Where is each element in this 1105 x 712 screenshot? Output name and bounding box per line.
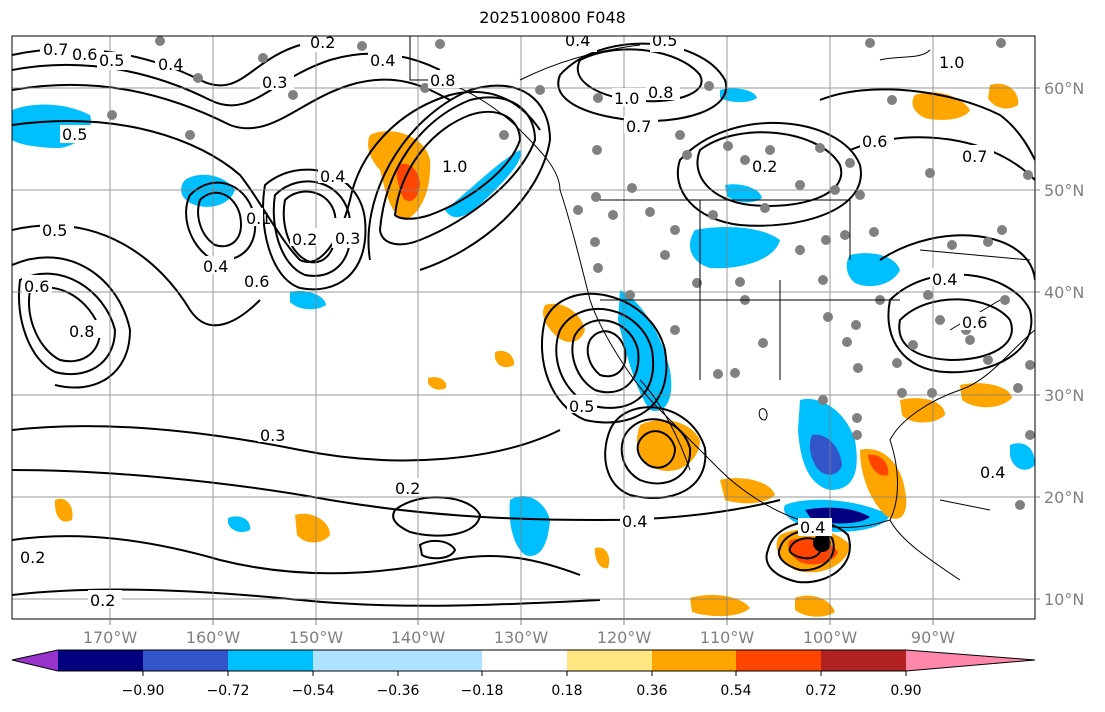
contour-label: 0.3: [260, 426, 285, 445]
storm-center-marker: [813, 534, 831, 552]
lon-labels: 170°W 160°W 150°W 140°W 130°W 120°W 110°…: [83, 628, 955, 647]
contour-label: 0.3: [262, 73, 287, 92]
contour-label: 0.8: [430, 71, 455, 90]
contour-label: 1.0: [939, 53, 964, 72]
contour-label: 0.2: [90, 591, 115, 610]
lon-label: 100°W: [803, 628, 858, 647]
contour-label: 0.5: [42, 221, 67, 240]
colorbar-segment: [228, 650, 313, 671]
colorbar-segment: [736, 650, 821, 671]
lon-ticks: [109, 619, 934, 625]
colorbar: −0.90 −0.72 −0.54 −0.36 −0.18 0.18 0.36 …: [11, 649, 1036, 699]
contour-label: 0.8: [69, 322, 94, 341]
colorbar-segment: [821, 650, 906, 671]
lon-label: 110°W: [700, 628, 755, 647]
contour-label: 0.5: [569, 397, 594, 416]
colorbar-tick: −0.54: [292, 683, 335, 699]
lon-label: 120°W: [597, 628, 652, 647]
colorbar-tick: 0.54: [720, 683, 751, 699]
lat-labels: 60°N 50°N 40°N 30°N 20°N 10°N: [1044, 79, 1084, 609]
colorbar-tick: 0.72: [805, 683, 836, 699]
contour-label: 0.4: [800, 518, 825, 537]
contour-label: 1.0: [442, 157, 467, 176]
contour-labels: 0.7 0.6 0.5 0.4 0.2 0.3 0.8 0.4 0.4 0.5 …: [18, 31, 1012, 610]
lon-label: 160°W: [186, 628, 241, 647]
lat-label: 60°N: [1044, 79, 1084, 98]
colorbar-tick: 0.90: [890, 683, 921, 699]
contour-label: 0.6: [244, 272, 269, 291]
grid-lines: [12, 36, 1035, 619]
colorbar-segment: [313, 650, 398, 671]
contour-label: 0.2: [310, 33, 335, 52]
anomaly-fills: [12, 83, 1035, 617]
lon-label: 150°W: [289, 628, 344, 647]
colorbar-tick: 0.36: [636, 683, 667, 699]
contour-label: 0.1: [246, 209, 271, 228]
contour-label: 0.6: [962, 313, 987, 332]
colorbar-tick: 0.18: [551, 683, 582, 699]
map-frame: [11, 35, 1036, 620]
contour-label: 0.7: [43, 40, 68, 59]
colorbar-segment: [652, 650, 736, 671]
contour-label: 0.3: [335, 229, 360, 248]
contour-label: 0.2: [292, 230, 317, 249]
contour-label: 0.6: [24, 277, 49, 296]
lat-ticks: [1035, 87, 1040, 600]
lon-label: 140°W: [391, 628, 446, 647]
contour-label: 1.0: [614, 89, 639, 108]
contour-label: 0.4: [622, 512, 647, 531]
contour-label: 0.4: [320, 167, 345, 186]
lat-label: 50°N: [1044, 181, 1084, 200]
contour-label: 0.5: [62, 125, 87, 144]
contour-label: 0.5: [99, 51, 124, 70]
lat-label: 10°N: [1044, 590, 1084, 609]
colorbar-segment: [482, 650, 567, 671]
contour-label: 0.8: [648, 83, 673, 102]
colorbar-segment: [398, 650, 482, 671]
contour-label: 0.4: [203, 257, 228, 276]
colorbar-tick: −0.36: [377, 683, 420, 699]
contour-label: 0.6: [72, 45, 97, 64]
colorbar-extend-max: [906, 650, 1035, 671]
contour-label: 0.2: [752, 157, 777, 176]
colorbar-segment: [143, 650, 228, 671]
contour-label: 0.2: [395, 479, 420, 498]
contour-label: 0.6: [862, 132, 887, 151]
contour-label: 0.4: [980, 463, 1005, 482]
lon-label: 90°W: [911, 628, 955, 647]
colorbar-tick: −0.72: [207, 683, 250, 699]
contour-label: 0.7: [962, 147, 987, 166]
lon-label: 130°W: [494, 628, 549, 647]
colorbar-tick: −0.90: [122, 683, 165, 699]
lat-label: 30°N: [1044, 386, 1084, 405]
contour-label: 0.7: [626, 117, 651, 136]
contour-label: 0.2: [20, 548, 45, 567]
lon-label: 170°W: [83, 628, 138, 647]
map-title: 2025100800 F048: [479, 8, 626, 27]
contour-label: 0.5: [652, 31, 677, 50]
contour-label: 0.4: [370, 51, 395, 70]
lat-label: 20°N: [1044, 488, 1084, 507]
lat-label: 40°N: [1044, 283, 1084, 302]
station-dots: [107, 36, 1035, 510]
colorbar-extend-min: [12, 650, 58, 671]
colorbar-segment: [58, 650, 143, 671]
colorbar-tick: −0.18: [461, 683, 504, 699]
colorbar-segment: [567, 650, 652, 671]
contour-label: 0.4: [565, 31, 590, 50]
contour-label: 0.4: [158, 55, 183, 74]
contour-label: 0.4: [932, 270, 957, 289]
